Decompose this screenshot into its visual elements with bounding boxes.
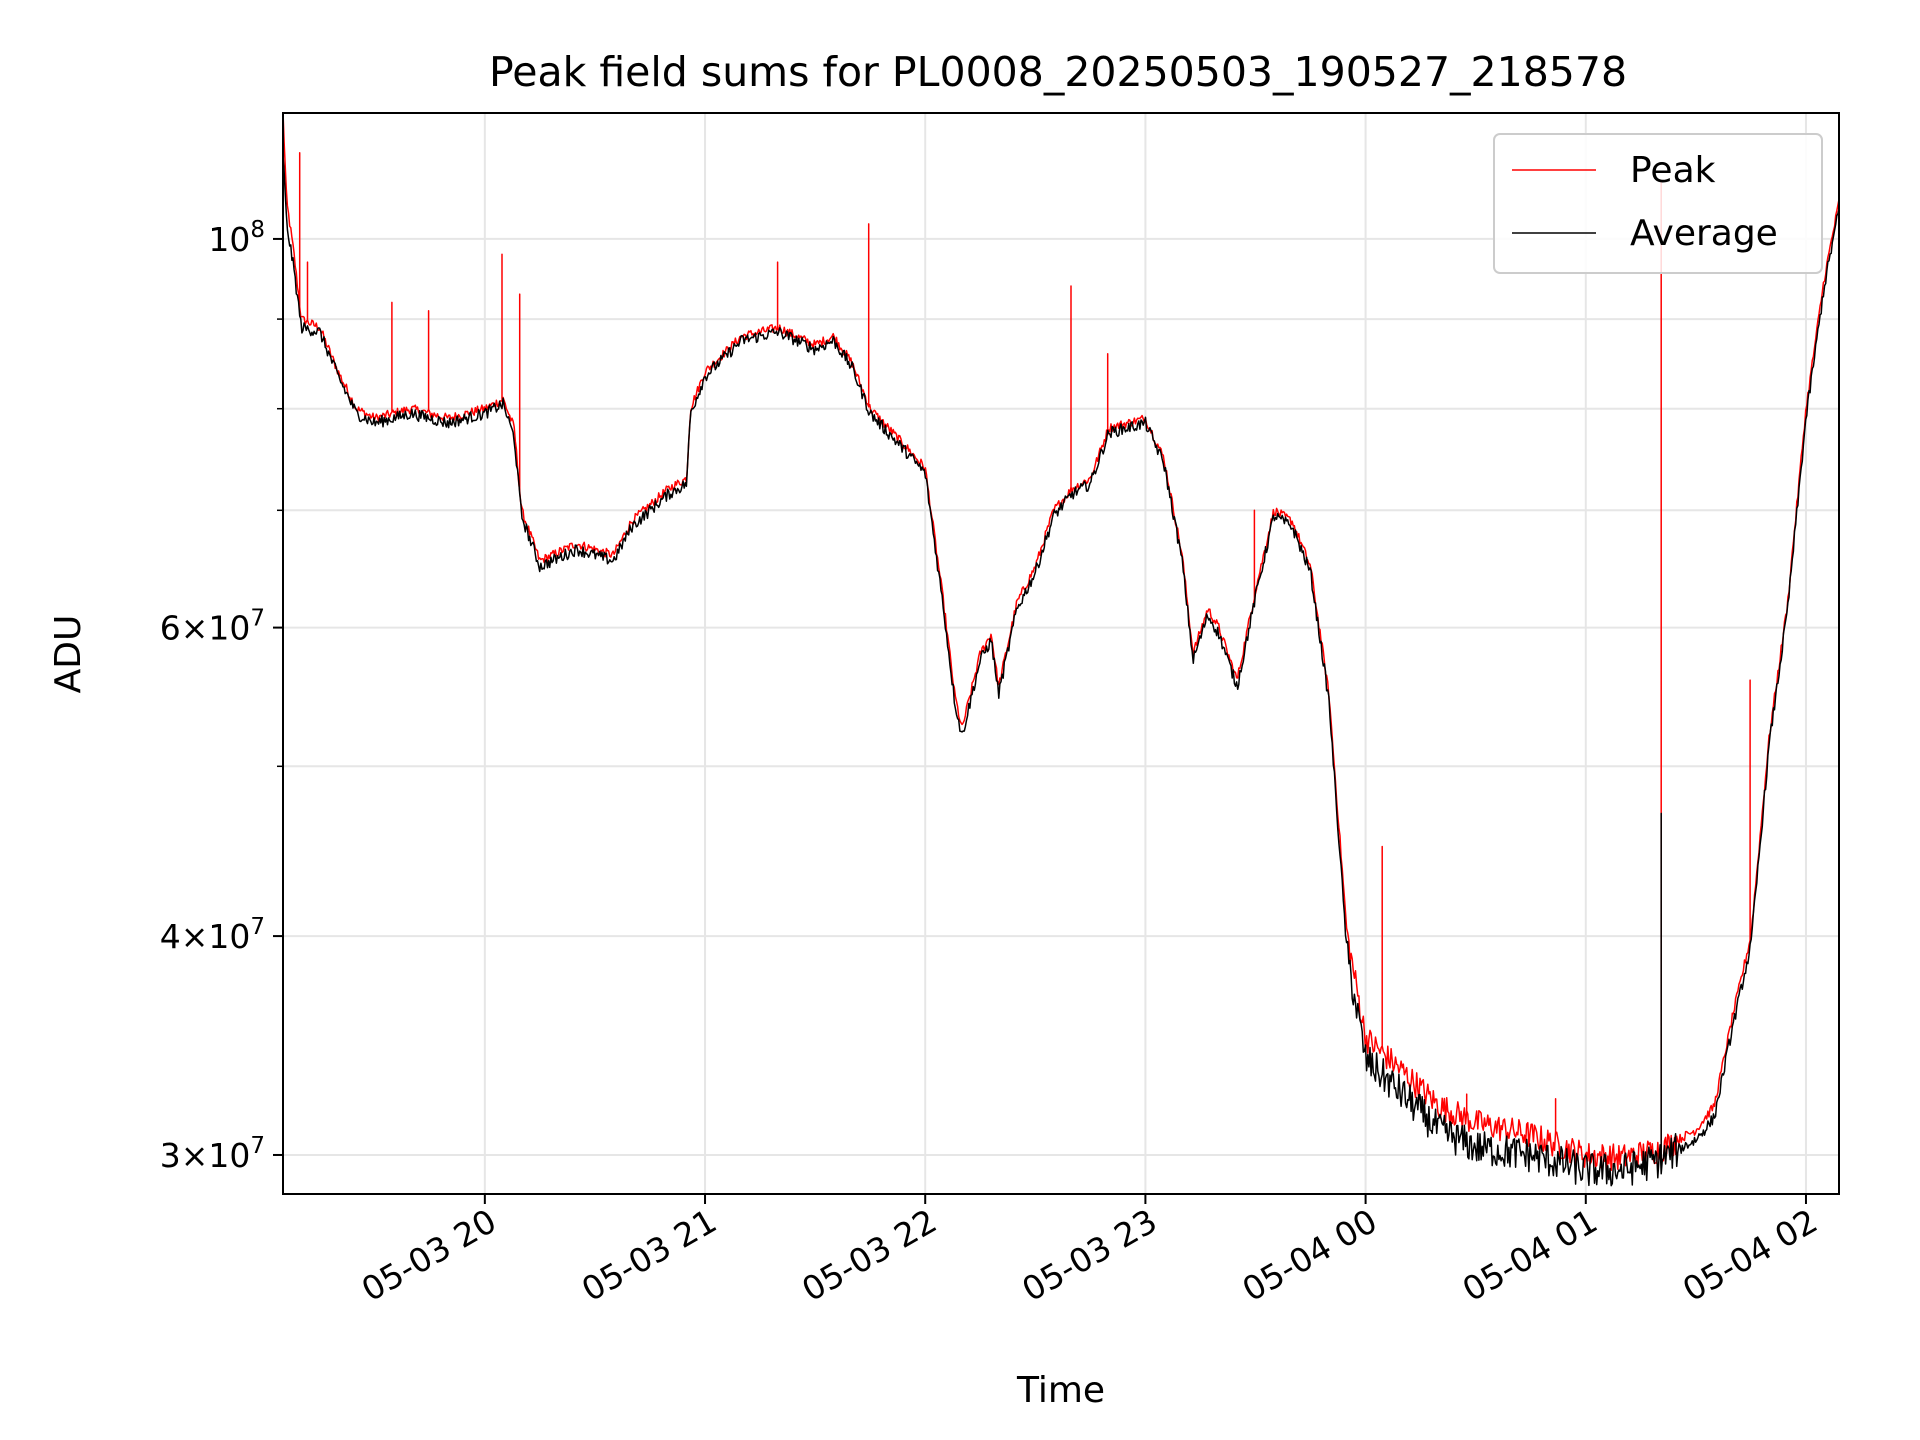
- plot-frame: [282, 112, 1840, 1195]
- legend-average-label: Average: [1630, 213, 1778, 254]
- y-tick-label: 108: [208, 217, 265, 259]
- series-line-average: [283, 155, 1839, 1187]
- y-axis: 3×107 4×107 6×107 108: [160, 217, 283, 1175]
- legend-box: [1493, 133, 1823, 274]
- chart-title: Peak field sums for PL0008_20250503_1905…: [489, 48, 1627, 96]
- legend-peak-label: Peak: [1630, 150, 1716, 191]
- plot-area: [283, 113, 1839, 1187]
- legend: Peak Average: [1493, 133, 1823, 274]
- y-tick-label: 6×107: [160, 606, 265, 648]
- x-axis-label: Time: [1016, 1370, 1105, 1411]
- y-tick-label: 3×107: [160, 1133, 265, 1175]
- y-axis-label: ADU: [48, 615, 89, 694]
- series-average: [283, 155, 1839, 1187]
- grid: [283, 113, 1839, 1194]
- y-tick-label: 4×107: [160, 914, 265, 956]
